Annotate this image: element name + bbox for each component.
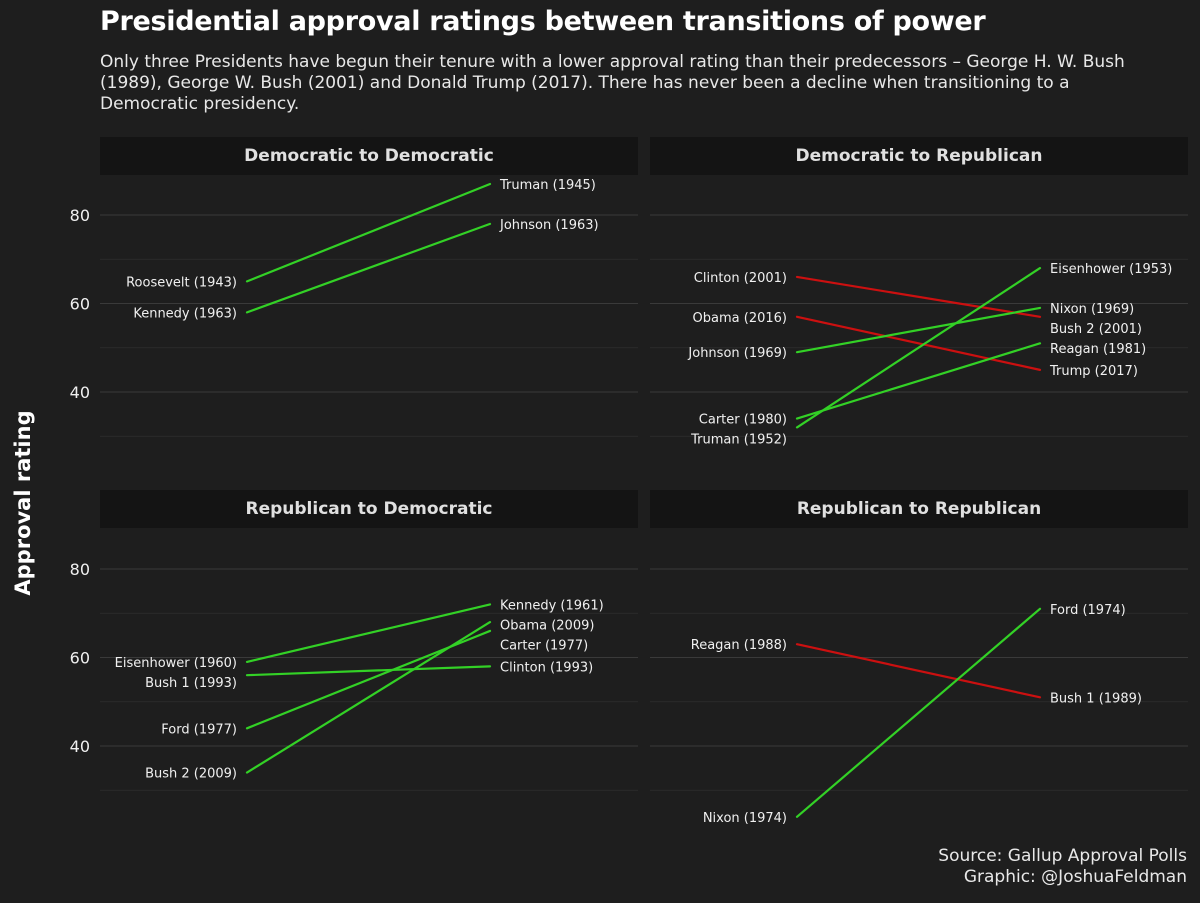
- president-label-end: Obama (2009): [500, 618, 594, 633]
- president-label-start: Carter (1980): [699, 413, 787, 428]
- president-label-end: Bush 1 (1989): [1050, 691, 1142, 706]
- president-label-end: Eisenhower (1953): [1050, 262, 1172, 277]
- president-label-start: Obama (2016): [693, 311, 787, 326]
- panel-title-rep-to-rep: Republican to Republican: [650, 490, 1188, 528]
- series-line: [245, 603, 492, 664]
- president-label-start: Roosevelt (1943): [126, 275, 237, 290]
- president-label-start: Eisenhower (1960): [115, 656, 237, 671]
- series-line: [795, 342, 1042, 420]
- y-tick-label: 60: [70, 649, 90, 668]
- series-line: [245, 222, 492, 314]
- president-label-end: Ford (1974): [1050, 603, 1126, 618]
- chart-caption: Source: Gallup Approval Polls Graphic: @…: [938, 846, 1187, 888]
- president-label-end: Johnson (1963): [499, 218, 599, 233]
- y-tick-label: 80: [70, 560, 90, 579]
- panel-title-rep-to-dem: Republican to Democratic: [100, 490, 638, 528]
- president-label-start: Clinton (2001): [694, 271, 787, 286]
- panel-title-dem-to-dem: Democratic to Democratic: [100, 137, 638, 175]
- y-tick-label: 80: [70, 206, 90, 225]
- president-label-end: Truman (1945): [499, 178, 596, 193]
- president-label-start: Kennedy (1963): [133, 306, 237, 321]
- series-line: [245, 620, 492, 774]
- graphic-credit: Graphic: @JoshuaFeldman: [963, 867, 1187, 887]
- president-label-end: Bush 2 (2001): [1050, 322, 1142, 337]
- panel-title-dem-to-rep: Democratic to Republican: [650, 137, 1188, 175]
- president-label-start: Ford (1977): [161, 722, 237, 737]
- president-label-end: Kennedy (1961): [500, 598, 604, 613]
- chart-title: Presidential approval ratings between tr…: [100, 6, 986, 37]
- series-line: [795, 315, 1042, 371]
- y-tick-label: 60: [70, 295, 90, 314]
- source-credit: Source: Gallup Approval Polls: [938, 846, 1187, 866]
- president-label-start: Reagan (1988): [691, 638, 787, 653]
- president-label-start: Bush 2 (2009): [145, 767, 237, 782]
- president-label-start: Nixon (1974): [703, 811, 787, 826]
- series-line: [245, 665, 492, 677]
- president-label-start: Truman (1952): [690, 433, 787, 448]
- president-label-end: Trump (2017): [1049, 364, 1138, 379]
- chart-subtitle: Only three Presidents have begun their t…: [100, 52, 1125, 114]
- series-line: [795, 306, 1042, 354]
- series-line: [245, 182, 492, 283]
- president-label-end: Carter (1977): [500, 638, 588, 653]
- y-tick-label: 40: [70, 737, 90, 756]
- president-label-start: Johnson (1969): [687, 346, 787, 361]
- president-label-end: Clinton (1993): [500, 660, 593, 675]
- y-tick-label: 40: [70, 383, 90, 402]
- president-label-end: Reagan (1981): [1050, 342, 1146, 357]
- series-line: [795, 643, 1042, 699]
- president-label-end: Nixon (1969): [1050, 302, 1134, 317]
- series-line: [795, 275, 1042, 318]
- series-line: [795, 267, 1042, 429]
- series-line: [795, 607, 1042, 818]
- president-label-start: Bush 1 (1993): [145, 676, 237, 691]
